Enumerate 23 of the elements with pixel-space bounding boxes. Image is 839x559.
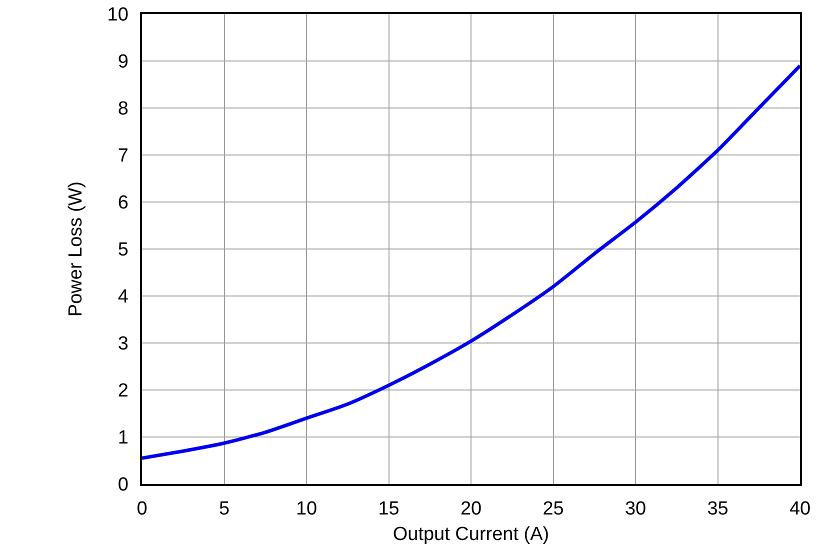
y-tick-label: 8: [118, 98, 128, 120]
x-tick-label: 20: [460, 498, 482, 520]
x-tick-label: 5: [218, 498, 230, 520]
x-tick-label: 30: [624, 498, 646, 520]
x-axis-title: Output Current (A): [392, 524, 550, 545]
y-tick-label: 3: [118, 334, 128, 355]
line-series: [142, 64, 800, 460]
x-tick-label: 35: [707, 498, 728, 520]
y-tick-label: 6: [118, 192, 128, 214]
x-tick-label: 0: [136, 498, 148, 520]
y-axis-title: Power Loss (W): [66, 181, 87, 317]
y-tick-label: 0: [118, 474, 128, 496]
y-tick-label: 9: [118, 52, 128, 73]
y-tick-label: 5: [118, 240, 128, 261]
x-tick-label: 40: [789, 498, 811, 520]
x-tick-label: 15: [378, 498, 400, 520]
y-tick-label: 2: [118, 380, 128, 402]
x-tick-label: 10: [296, 498, 318, 520]
y-tick-label: 7: [118, 146, 128, 167]
y-tick-label: 1: [118, 428, 128, 449]
y-tick-label: 10: [107, 4, 128, 26]
y-tick-label: 4: [118, 286, 129, 308]
x-tick-label: 25: [542, 498, 564, 520]
